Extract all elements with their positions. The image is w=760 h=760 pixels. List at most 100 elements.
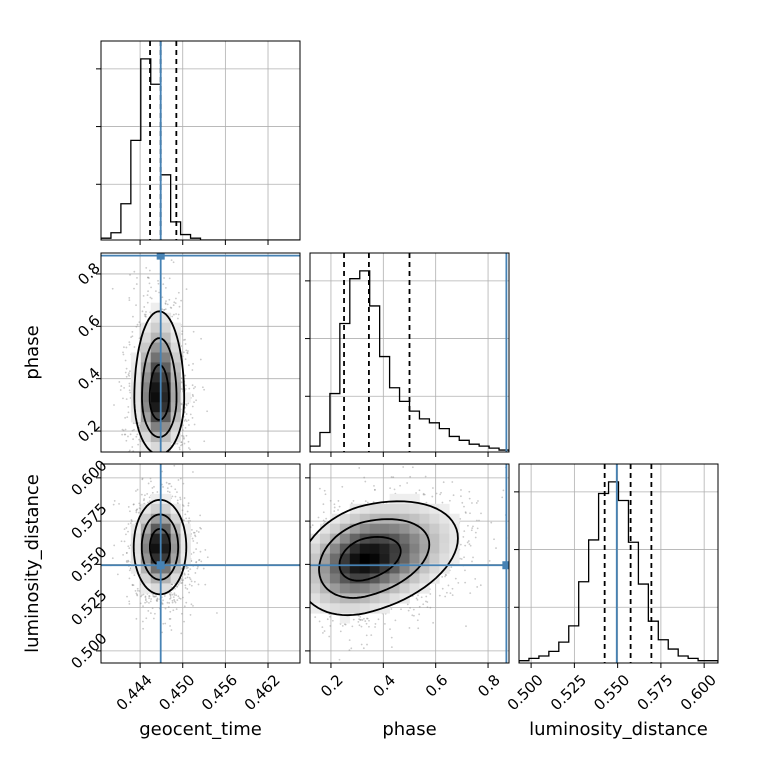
sample-point [457,581,460,584]
density-cell [329,603,341,614]
density-cell [140,513,152,524]
density-cell [150,322,161,333]
sample-point [467,524,469,527]
sample-point [460,495,462,498]
sample-point [341,624,344,627]
sample-point [124,416,127,419]
density-cell [160,543,171,554]
sample-point [185,565,188,568]
sample-point [195,399,198,402]
sample-point [177,291,180,294]
sample-point [194,572,197,574]
sample-point [425,501,428,504]
sample-point [420,596,423,599]
density-cell [310,563,321,574]
sample-point [200,527,202,530]
sample-point [190,553,193,555]
sample-point [148,595,151,598]
sample-point [463,530,466,533]
sample-point [192,330,195,333]
density-cell [339,583,351,594]
sample-point [175,608,178,611]
sample-point [400,608,402,611]
sample-point [128,449,131,452]
density-cell [409,543,420,554]
sample-point [153,595,156,598]
sample-point [415,597,418,600]
sample-point [135,304,137,307]
sample-point [188,517,191,520]
density-cell [419,523,430,534]
sample-point [186,576,189,579]
sample-point [150,598,153,600]
sample-point [416,619,419,622]
sample-point [333,510,336,512]
sample-point [469,512,471,515]
density-cell [429,543,440,554]
sample-point [318,487,321,490]
sample-point [174,302,177,305]
sample-point [181,388,183,391]
sample-point [203,440,206,443]
sample-point [370,634,373,637]
density-cell [359,583,370,594]
sample-point [471,502,473,504]
sample-point [135,435,138,438]
density-cell [409,553,420,564]
density-cell [170,352,181,363]
sample-point [128,602,131,605]
density-cell [369,523,380,534]
density-cell [140,523,152,534]
sample-point [187,573,190,576]
sample-point [125,367,128,370]
density-cell [170,533,181,544]
sample-point [411,614,414,617]
sample-point [183,339,185,341]
sample-point [194,386,197,388]
density-cell [170,563,181,574]
density-cell [140,573,152,584]
y-axis-label-luminosity_distance: luminosity_distance [22,474,43,653]
sample-point [164,308,167,311]
sample-point [138,502,141,505]
sample-point [168,593,171,596]
sample-point [337,509,339,511]
sample-point [469,544,472,547]
sample-point [191,537,194,540]
sample-point [173,592,176,595]
sample-point [344,623,347,626]
sample-point [192,605,194,607]
density-cell [329,563,341,574]
sample-point [399,484,401,487]
sample-point [131,583,134,586]
sample-point [417,627,420,630]
sample-point [311,524,314,527]
density-cell [130,352,142,363]
density-cell [349,583,361,594]
sample-point [169,482,171,485]
density-cell [349,563,361,574]
sample-point [112,503,115,506]
sample-point [495,547,497,549]
density-cell [379,583,390,594]
density-cell [349,553,361,564]
sample-point [170,485,173,488]
density-cell [389,533,400,544]
sample-point [429,593,432,595]
density-cell [379,563,390,574]
density-cell [310,533,321,544]
sample-point [493,538,495,541]
sample-point [314,616,317,618]
density-cell [359,543,370,554]
sample-point [348,639,351,642]
sample-point [132,315,134,318]
sample-point [182,596,184,599]
panel-frame-luminosity_distance [518,463,719,664]
density-cell [319,533,331,544]
sample-point [474,536,477,539]
sample-point [123,433,126,436]
sample-point [147,501,149,504]
sample-point [189,614,192,616]
sample-point [127,545,130,548]
